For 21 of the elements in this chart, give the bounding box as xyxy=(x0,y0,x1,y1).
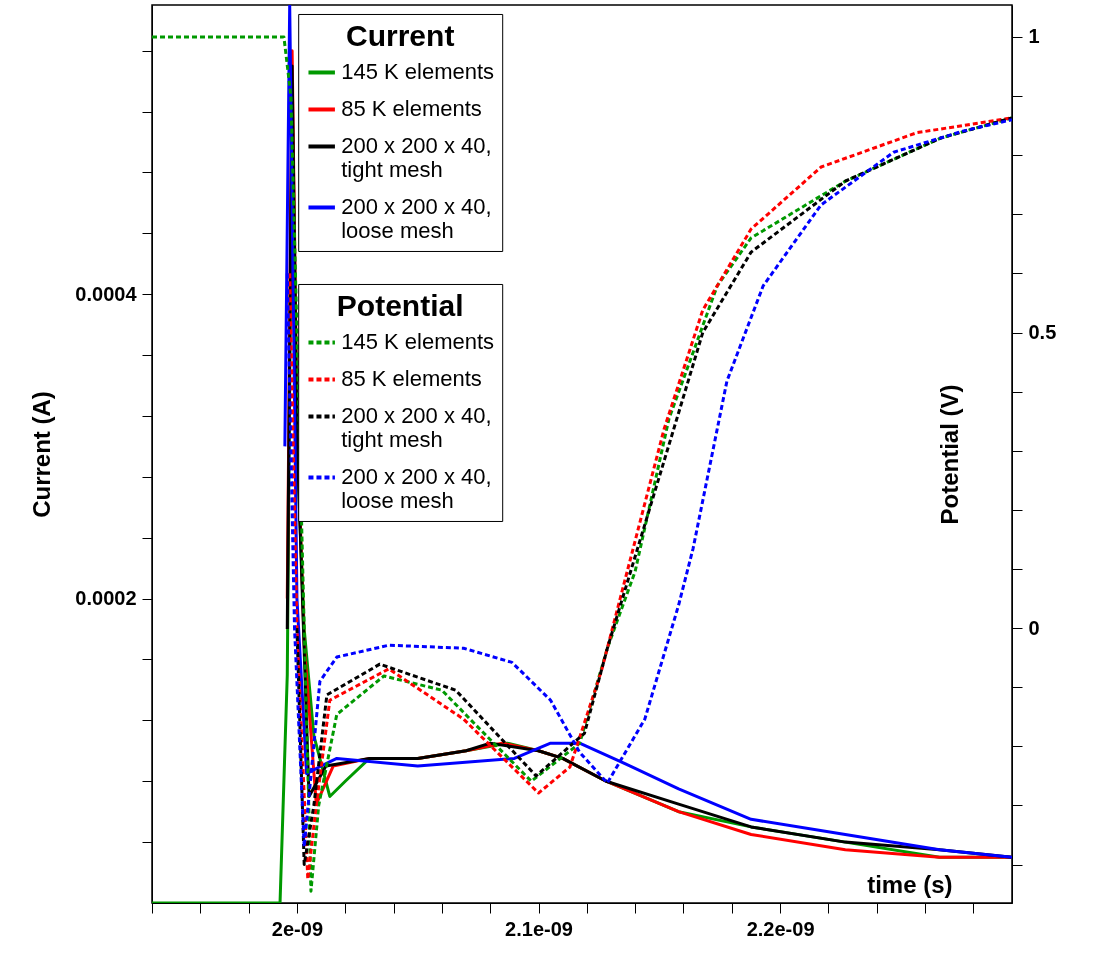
legend-label: 145 K elements xyxy=(341,329,495,355)
legend-label: 85 K elements xyxy=(341,366,482,392)
legend-label: 200 x 200 x 40, loose mesh xyxy=(341,194,492,244)
y2-tick-label: 1 xyxy=(1028,25,1040,48)
legend-label: 85 K elements xyxy=(341,96,482,122)
x-axis-title: time (s) xyxy=(867,870,953,898)
x-tick-label: 2.1e-09 xyxy=(505,917,573,940)
y-tick-label: 0.0004 xyxy=(75,282,138,305)
y2-tick-label: 0 xyxy=(1028,616,1040,639)
text: Current xyxy=(346,18,455,52)
text: Potential xyxy=(336,288,464,322)
y-axis-title: Current (A) xyxy=(28,391,56,518)
y2-axis-title: Potential (V) xyxy=(935,384,963,525)
legend-label: 200 x 200 x 40, loose mesh xyxy=(341,464,492,514)
y2-tick-label: 0.5 xyxy=(1028,321,1057,344)
y-tick-label: 0.0002 xyxy=(75,587,137,610)
legend-label: 200 x 200 x 40, tight mesh xyxy=(341,133,492,183)
x-tick-label: 2.2e-09 xyxy=(746,917,815,940)
legend-label: 145 K elements xyxy=(341,59,495,85)
x-tick-label: 2e-09 xyxy=(271,917,324,940)
legend-label: 200 x 200 x 40, tight mesh xyxy=(341,403,492,453)
